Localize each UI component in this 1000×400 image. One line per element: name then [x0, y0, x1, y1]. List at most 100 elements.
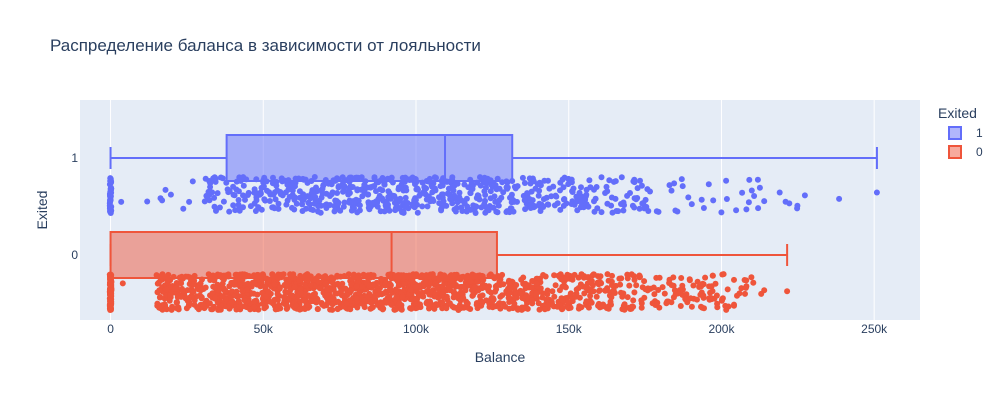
data-point	[577, 281, 584, 288]
data-point	[163, 305, 169, 312]
data-point	[489, 298, 496, 305]
data-point	[252, 190, 259, 197]
data-point	[532, 185, 539, 192]
data-point	[451, 289, 457, 295]
data-point	[581, 290, 588, 297]
box-iqr	[109, 231, 498, 279]
box-iqr	[225, 134, 514, 182]
data-point	[569, 189, 576, 195]
data-point	[606, 177, 613, 184]
data-point	[585, 304, 592, 311]
data-point	[235, 188, 242, 195]
data-point	[339, 180, 346, 187]
data-point	[782, 198, 789, 205]
data-point	[156, 287, 163, 294]
data-point	[265, 288, 272, 295]
data-point	[409, 305, 415, 312]
data-point	[446, 192, 453, 199]
data-point	[303, 205, 309, 212]
legend-item-1[interactable]: 1	[948, 126, 983, 140]
box-plots	[109, 134, 878, 279]
data-point	[591, 186, 597, 193]
data-point	[554, 200, 561, 207]
data-point	[183, 305, 190, 312]
data-point	[612, 178, 619, 185]
data-point	[240, 182, 247, 189]
data-point	[387, 287, 394, 293]
data-point	[211, 194, 218, 201]
data-point	[666, 182, 673, 189]
data-point	[598, 174, 605, 181]
data-point	[578, 184, 584, 191]
data-point	[404, 200, 411, 206]
data-point	[251, 303, 258, 310]
data-point	[366, 282, 373, 289]
data-point	[274, 291, 281, 297]
data-point	[578, 271, 585, 278]
data-point	[594, 205, 601, 212]
data-point	[556, 287, 563, 294]
data-point	[663, 300, 670, 307]
data-point	[567, 290, 574, 297]
data-point	[319, 190, 326, 197]
data-point	[615, 208, 622, 215]
data-point	[552, 282, 559, 289]
data-point	[603, 183, 610, 190]
legend-swatch	[948, 145, 962, 159]
data-point	[437, 183, 444, 190]
data-point	[533, 280, 540, 287]
data-point	[630, 297, 637, 304]
data-point	[743, 206, 750, 213]
data-point	[583, 298, 590, 305]
data-point	[756, 184, 763, 191]
data-point	[261, 305, 268, 312]
data-point	[602, 287, 609, 294]
data-point	[411, 204, 418, 211]
data-point	[356, 207, 363, 214]
data-point	[451, 192, 458, 199]
data-point	[631, 204, 638, 211]
data-point	[517, 290, 524, 297]
x-tick-label: 200k	[708, 322, 735, 336]
data-point	[209, 290, 216, 297]
data-point	[399, 294, 406, 300]
data-point	[108, 185, 115, 192]
data-point	[668, 187, 675, 194]
data-point	[537, 208, 544, 214]
data-point	[560, 196, 567, 203]
data-point	[175, 304, 182, 311]
legend-label: 1	[976, 126, 983, 140]
data-point	[559, 176, 566, 183]
data-point	[677, 303, 684, 309]
data-point	[583, 284, 589, 291]
data-point	[340, 188, 346, 195]
data-point	[424, 203, 431, 210]
data-point	[259, 300, 266, 307]
data-point	[475, 192, 482, 199]
data-point	[306, 201, 313, 208]
data-point	[417, 191, 424, 198]
data-point	[334, 305, 341, 312]
data-point	[212, 284, 218, 291]
data-point	[590, 271, 597, 278]
x-tick-label: 0	[107, 322, 114, 336]
data-point	[198, 294, 205, 301]
data-point	[327, 306, 334, 313]
data-point	[698, 196, 705, 203]
y-axis-label: Exited	[34, 191, 50, 230]
x-tick-label: 50k	[254, 322, 274, 336]
data-point	[494, 282, 501, 289]
data-point	[724, 286, 731, 293]
data-point	[719, 296, 726, 303]
data-point	[286, 193, 293, 200]
legend-title: Exited	[938, 105, 977, 121]
data-point	[776, 189, 783, 196]
data-point	[624, 294, 631, 301]
data-point	[422, 186, 428, 193]
data-point	[356, 290, 362, 296]
data-point	[414, 289, 421, 296]
legend-item-0[interactable]: 0	[948, 145, 983, 159]
data-point	[532, 203, 539, 210]
data-point	[291, 194, 298, 201]
data-point	[521, 180, 528, 186]
